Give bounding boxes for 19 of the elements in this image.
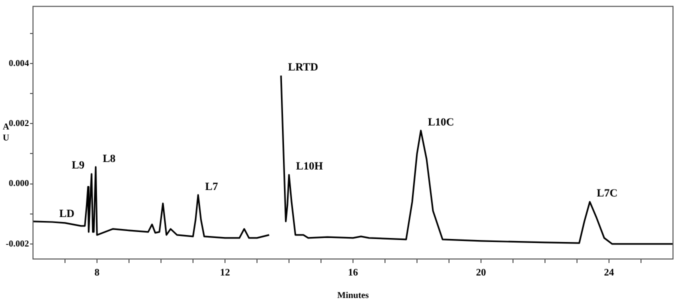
y-tick-label: 0.000 [8, 178, 30, 188]
y-tick-label: -0.002 [6, 238, 30, 248]
annotation: L10C [428, 116, 454, 128]
annotation: L8 [102, 152, 116, 165]
x-tick-label: 24 [604, 268, 614, 279]
annotation: L10H [296, 160, 324, 173]
x-axis-title: Minutes [337, 290, 370, 300]
annotation: LRTD [288, 61, 318, 74]
annotation: LD [59, 208, 75, 220]
y-tick-label: 0.004 [8, 58, 30, 68]
annotation: L9 [72, 160, 86, 172]
x-tick-label: 20 [476, 268, 486, 279]
x-tick-label: 12 [220, 268, 230, 279]
annotation: L7 [205, 180, 218, 193]
x-tick-label: 16 [348, 268, 358, 279]
y-axis-title: AU [2, 122, 10, 143]
y-tick-label: 0.002 [8, 118, 30, 128]
annotation: L7C [596, 188, 618, 200]
x-tick-label: 8 [94, 268, 100, 279]
